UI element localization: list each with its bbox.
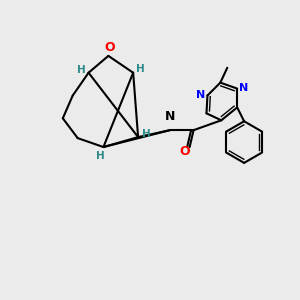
Text: H: H — [142, 129, 150, 139]
Text: O: O — [179, 146, 190, 158]
Text: H: H — [96, 151, 105, 161]
Text: N: N — [239, 82, 248, 93]
Text: H: H — [77, 65, 86, 75]
Text: H: H — [136, 64, 145, 74]
Text: O: O — [104, 41, 115, 55]
Text: N: N — [165, 110, 175, 123]
Text: N: N — [196, 89, 206, 100]
